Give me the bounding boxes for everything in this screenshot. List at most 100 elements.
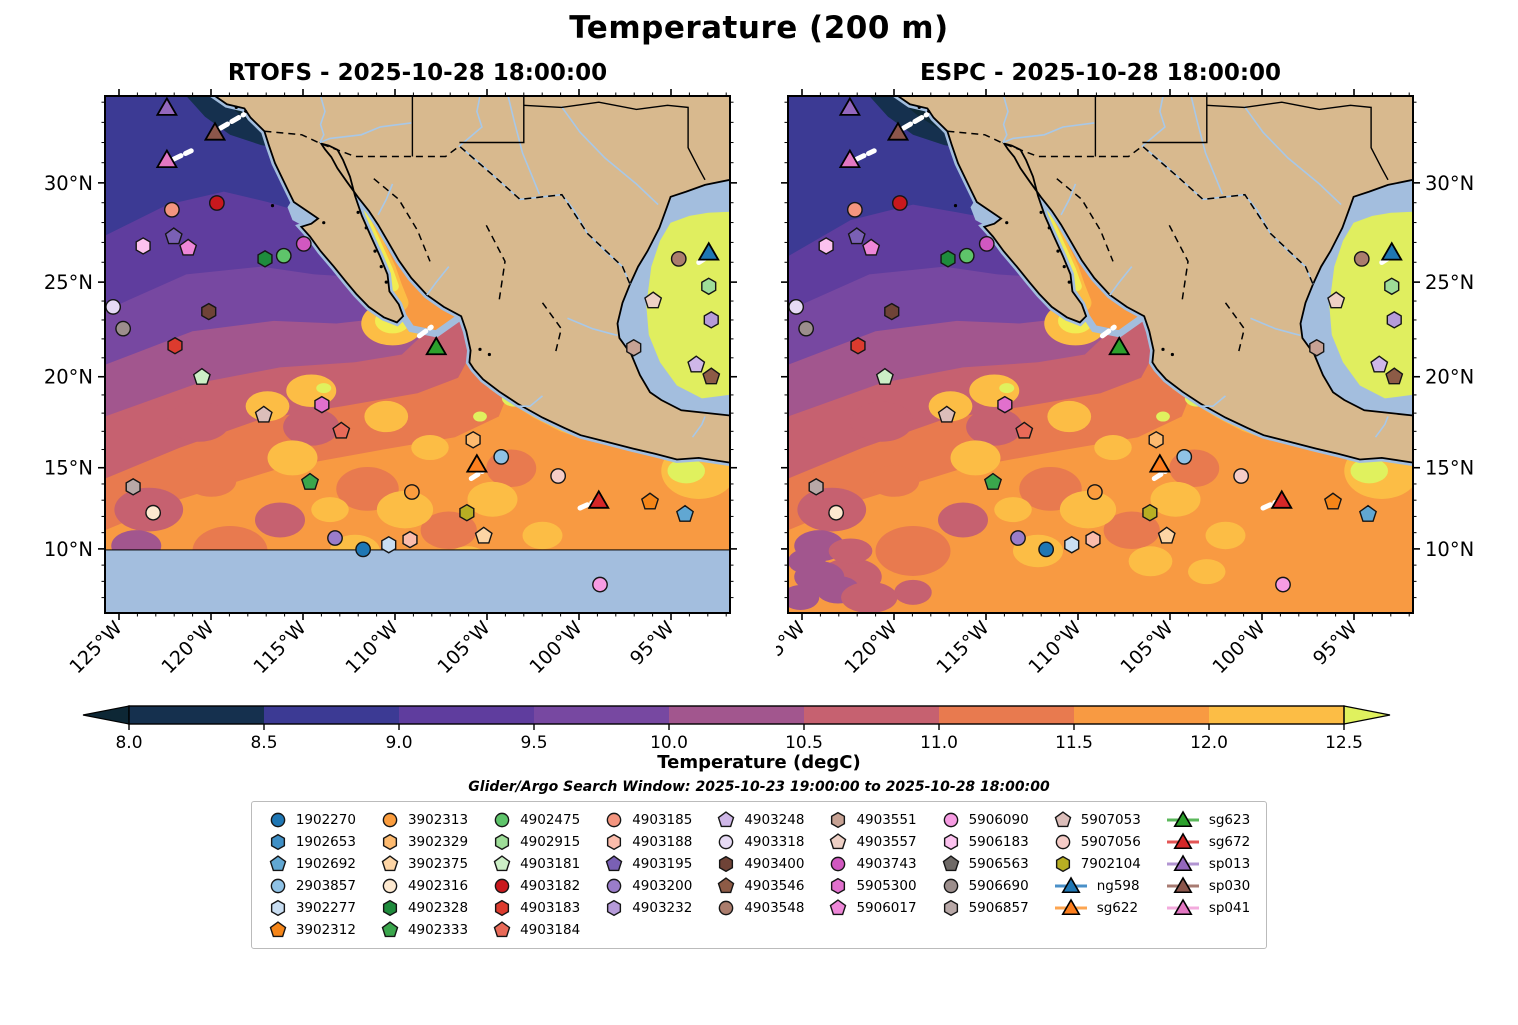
panel-title: ESPC - 2025-10-28 18:00:00 bbox=[920, 60, 1281, 86]
float-marker-icon bbox=[717, 877, 735, 894]
map-marker-4903557 bbox=[644, 291, 663, 309]
map-marker-1902692 bbox=[1358, 504, 1378, 522]
legend-label: 3902313 bbox=[407, 812, 469, 828]
legend-label: 4903546 bbox=[744, 878, 805, 894]
float-marker-icon bbox=[717, 811, 735, 828]
float-marker-icon bbox=[382, 878, 398, 894]
lat-tick-label: 10°N bbox=[44, 538, 93, 561]
map-marker-sp030 bbox=[203, 121, 227, 141]
legend-entry-4902328: 4902328 bbox=[380, 898, 468, 918]
legend-column: 4903185 4903188 4903195 4903200 4903232 bbox=[604, 810, 692, 940]
map-marker-4903546 bbox=[702, 367, 721, 385]
map-marker-4903182 bbox=[891, 195, 908, 211]
legend-entry-sp013: sp013 bbox=[1165, 854, 1250, 874]
lon-tick-label: 110°W bbox=[341, 617, 402, 678]
lon-tick-label: 115°W bbox=[249, 617, 310, 678]
map-marker-sg622 bbox=[1148, 453, 1171, 473]
map-marker-4902316 bbox=[828, 504, 845, 521]
legend-label: 4903188 bbox=[632, 834, 693, 850]
colorbar: 8.0 8.5 9.0 9.5 10.0 10.5 11.0 11.5 12.0 12.5 bbox=[0, 700, 1518, 758]
legend-label: 3902329 bbox=[407, 834, 469, 850]
map-marker-4902316 bbox=[145, 504, 162, 521]
map-marker-sp041 bbox=[838, 148, 861, 169]
map-marker-5907053 bbox=[937, 405, 956, 423]
lon-tick-label: 95°W bbox=[626, 617, 679, 670]
float-marker-icon bbox=[943, 878, 958, 894]
glider-marker-icon bbox=[1166, 810, 1199, 828]
legend-entry-4902316: 4902316 bbox=[380, 876, 468, 896]
legend-entry-7902104: 7902104 bbox=[1053, 854, 1141, 874]
legend-label: 5906857 bbox=[968, 900, 1029, 916]
colorbar-tick-label: 9.0 bbox=[385, 733, 412, 753]
map-marker-3902312 bbox=[1323, 492, 1343, 510]
lat-tick-label: 15°N bbox=[44, 457, 93, 480]
colorbar-tick-label: 11.5 bbox=[1055, 733, 1093, 753]
legend-entry-4903551: 4903551 bbox=[828, 810, 917, 830]
map-field bbox=[105, 96, 730, 613]
legend-label: 4903181 bbox=[520, 856, 581, 872]
float-marker-icon bbox=[382, 899, 398, 917]
panel-rtofs: RTOFS - 2025-10-28 18:00:00 125°W 120°W 115… bbox=[30, 52, 742, 698]
map-marker-4903195 bbox=[847, 227, 866, 245]
lon-tick-label: 120°W bbox=[157, 617, 218, 678]
legend-label: 4902333 bbox=[407, 922, 469, 938]
float-marker-icon bbox=[1054, 811, 1072, 828]
map-marker-4903548 bbox=[1353, 250, 1370, 267]
map-marker-2903857 bbox=[493, 448, 510, 465]
legend-label: 4903400 bbox=[744, 856, 805, 872]
lon-tick-label: 120°W bbox=[840, 617, 901, 678]
float-marker-icon bbox=[269, 855, 287, 872]
legend-label: 4903184 bbox=[520, 922, 581, 938]
map-marker-3902277 bbox=[1064, 535, 1080, 554]
float-marker-icon bbox=[943, 899, 958, 917]
lon-tick-label: 125°W bbox=[776, 617, 810, 678]
float-marker-icon bbox=[382, 812, 398, 828]
map-marker-4902475 bbox=[275, 247, 292, 264]
colorbar-segment bbox=[129, 706, 264, 724]
map-marker-3902329 bbox=[465, 431, 481, 449]
legend-label: sp030 bbox=[1208, 878, 1251, 894]
map-marker-7902104 bbox=[459, 503, 475, 522]
map-marker-4903318 bbox=[105, 299, 122, 315]
map-marker-sg622 bbox=[465, 453, 488, 473]
legend-entry-4903195: 4903195 bbox=[604, 854, 692, 874]
legend-entry-1902653: 1902653 bbox=[268, 832, 356, 852]
colorbar-segment bbox=[939, 706, 1074, 724]
float-marker-icon bbox=[494, 878, 510, 894]
legend-entry-4903181: 4903181 bbox=[492, 854, 580, 874]
legend-entry-3902329: 3902329 bbox=[380, 832, 468, 852]
map-marker-sg672 bbox=[1270, 489, 1293, 509]
legend-entry-ng598: ng598 bbox=[1053, 876, 1141, 896]
glider-marker-icon bbox=[1166, 876, 1199, 894]
legend-label: 4903557 bbox=[856, 834, 917, 850]
legend-entry-5906183: 5906183 bbox=[941, 832, 1029, 852]
legend-label: 5906563 bbox=[968, 856, 1029, 872]
legend-entry-sg623: sg623 bbox=[1165, 810, 1250, 830]
colorbar-segment bbox=[804, 706, 939, 724]
map-marker-5906857 bbox=[808, 478, 824, 496]
legend-entry-sp030: sp030 bbox=[1165, 876, 1250, 896]
legend-label: sg623 bbox=[1208, 812, 1251, 828]
legend-entry-4903557: 4903557 bbox=[828, 832, 917, 852]
legend-entry-4903200: 4903200 bbox=[604, 876, 692, 896]
float-marker-icon bbox=[269, 921, 287, 938]
map-marker-4903184 bbox=[332, 421, 351, 439]
lat-tick-label: 30°N bbox=[1425, 172, 1474, 195]
map-marker-5905300 bbox=[314, 395, 330, 414]
map-marker-5907053 bbox=[254, 405, 273, 423]
legend-column: 4903551 4903557 4903743 5905300 5906017 bbox=[828, 810, 917, 940]
map-marker-4903548 bbox=[670, 250, 687, 267]
legend-entry-4902915: 4902915 bbox=[492, 832, 580, 852]
map-marker-4903188 bbox=[402, 530, 418, 549]
panel-title: RTOFS - 2025-10-28 18:00:00 bbox=[228, 60, 607, 86]
float-marker-icon bbox=[943, 833, 958, 851]
float-marker-icon bbox=[607, 899, 622, 917]
rtofs-map: RTOFS - 2025-10-28 18:00:00 125°W 120°W 115… bbox=[44, 60, 737, 678]
float-marker-icon bbox=[718, 900, 734, 916]
map-marker-3902329 bbox=[1148, 431, 1164, 449]
map-panels: RTOFS - 2025-10-28 18:00:00 125°W 120°W 115… bbox=[0, 52, 1518, 698]
lat-tick-label: 20°N bbox=[1425, 366, 1474, 389]
map-marker-4903557 bbox=[1327, 291, 1346, 309]
float-marker-icon bbox=[830, 833, 847, 850]
legend-column: 5906090 5906183 5906563 5906690 5906857 bbox=[941, 810, 1029, 940]
